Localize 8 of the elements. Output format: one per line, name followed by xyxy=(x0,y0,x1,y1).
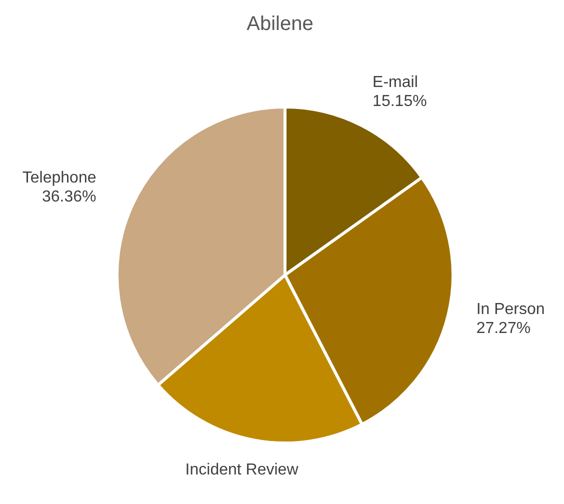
data-label: 36.36% xyxy=(42,188,96,206)
chart-title: Abilene xyxy=(246,13,314,35)
slice-label: In Person xyxy=(476,301,545,318)
slice-label: E-mail xyxy=(372,74,418,91)
data-label: 15.15% xyxy=(372,92,427,110)
slice-label: Telephone xyxy=(22,170,96,187)
data-label: 27.27% xyxy=(476,320,531,338)
slice-label: Incident Review xyxy=(185,461,299,478)
